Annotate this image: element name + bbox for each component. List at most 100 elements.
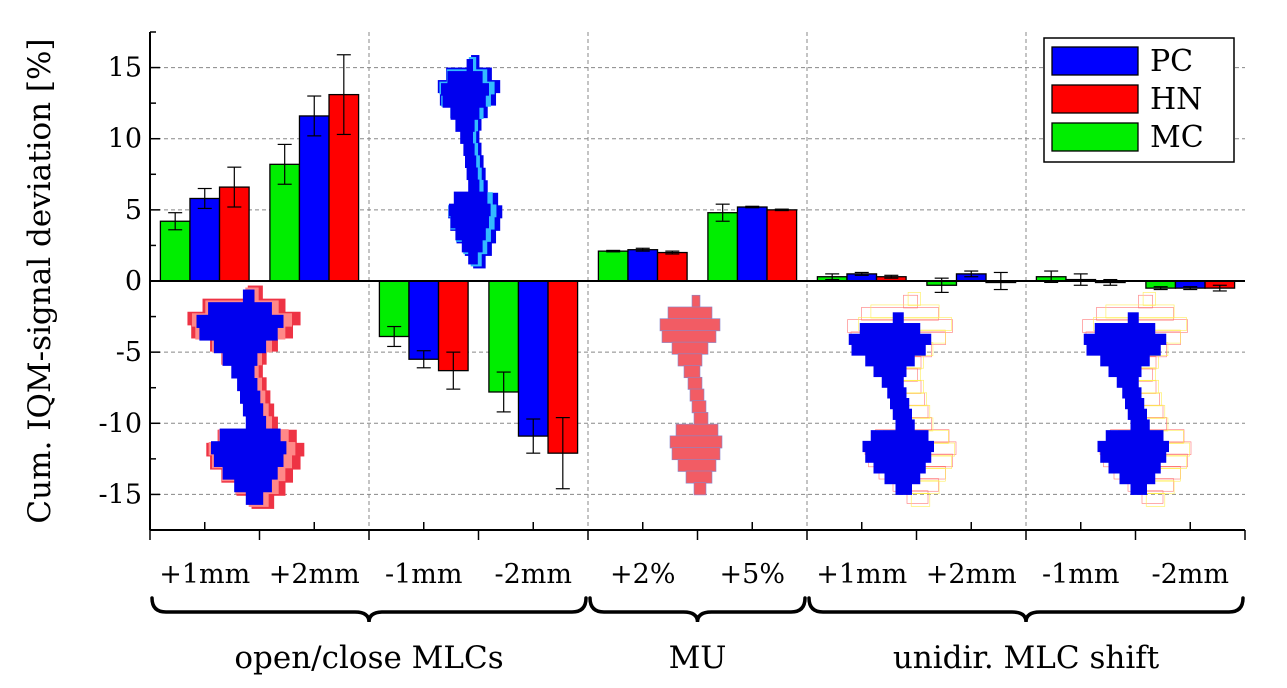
field-shape-block <box>675 423 719 437</box>
field-shape-block <box>237 378 258 392</box>
bar-mc <box>159 220 191 282</box>
bar-pc <box>517 280 549 437</box>
field-shape-illustrations <box>187 55 1192 509</box>
legend-swatch-hn <box>1051 84 1139 114</box>
group-brace <box>588 596 807 623</box>
field-shape-block <box>199 327 278 341</box>
field-shape-block <box>693 482 707 496</box>
field-shape-block <box>884 473 921 485</box>
field-shape-block <box>870 430 929 442</box>
field-shape-block <box>466 59 473 72</box>
field-shape-block <box>887 387 907 399</box>
field-shape-block <box>442 95 486 108</box>
x-tick-label: -2mm <box>494 559 572 590</box>
y-tick-label: 0 <box>125 266 142 297</box>
bar-pc <box>189 197 221 282</box>
field-shape-block <box>449 203 491 217</box>
field-shape-block <box>245 415 267 430</box>
field-shape-block <box>685 470 713 484</box>
field-shape-block <box>890 398 910 410</box>
bar-mc <box>597 250 629 282</box>
bar-pc <box>736 206 768 282</box>
field-shape-block <box>450 107 480 120</box>
field-shape-block <box>862 440 934 453</box>
field-shape-block <box>865 451 932 463</box>
x-tick-label: -1mm <box>385 559 463 590</box>
y-tick-label: -5 <box>116 337 142 368</box>
x-tick-label: +2mm <box>926 559 1017 590</box>
field-shape-block <box>213 453 284 467</box>
field-shape-block <box>892 312 904 324</box>
field-shape-block <box>873 365 907 378</box>
bar-hn <box>656 251 688 282</box>
x-tick-label: +5% <box>720 559 785 590</box>
field-shape-block <box>211 441 287 455</box>
field-shape-block <box>219 428 281 442</box>
field-shape-block <box>1122 387 1142 399</box>
x-tick-label: +2% <box>610 559 675 590</box>
field-shape-block <box>691 400 707 414</box>
field-shape-block <box>892 408 912 420</box>
bar-pc <box>298 115 330 282</box>
field-shape-block <box>669 435 723 449</box>
category-labels: +1mm +2mm -1mm -2mm +2% +5% +1mm +2mm -1mm -2mm <box>159 559 1229 590</box>
x-tick-label: +1mm <box>816 559 907 590</box>
field-shape-block <box>1108 365 1142 378</box>
field-shape-block <box>450 215 489 229</box>
field-shape-block <box>848 333 932 345</box>
legend-swatch-pc <box>1051 46 1139 76</box>
field-shape-block <box>231 365 255 379</box>
field-shape-block <box>895 483 912 495</box>
y-tick-label: 15 <box>108 53 142 84</box>
bar-pc <box>627 249 659 282</box>
field-shape-block <box>691 294 701 308</box>
field-shape-block <box>441 83 489 96</box>
field-shape-block <box>873 462 926 474</box>
field-shape-block <box>661 330 717 343</box>
group-label: unidir. MLC shift <box>893 640 1160 676</box>
legend-label-pc: PC <box>1150 44 1193 79</box>
field-shape-block <box>245 491 264 505</box>
field-shape-block <box>903 294 918 309</box>
field-shape-block <box>1125 398 1145 410</box>
field-shape-block <box>859 323 921 335</box>
bars-layer <box>159 54 1236 490</box>
field-shape-block <box>453 191 488 205</box>
field-shape-block <box>242 403 264 417</box>
bar-hn <box>766 209 798 282</box>
bar-pc <box>408 280 440 360</box>
field-shape-block <box>455 119 475 132</box>
field-shape-block <box>222 466 278 480</box>
field-shape-block <box>910 492 931 507</box>
field-shape-block <box>468 179 480 193</box>
field-shape-block <box>1094 323 1156 335</box>
field-shape-block <box>689 388 705 402</box>
legend-label-hn: HN <box>1150 82 1202 117</box>
field-shape-block <box>460 131 473 144</box>
y-tick-label: -10 <box>99 408 142 439</box>
field-shape-block <box>208 302 272 316</box>
field-shape-block <box>683 365 701 379</box>
field-shape-block <box>465 155 477 169</box>
field-shape-block <box>671 341 709 355</box>
field-shape-block <box>1130 483 1147 495</box>
field-shape-block <box>1138 294 1153 309</box>
field-shape-block <box>1100 355 1150 367</box>
group-brace <box>150 596 588 623</box>
legend-swatch-mc <box>1051 122 1139 152</box>
field-shape-block <box>906 490 929 504</box>
field-shape-block <box>865 355 915 367</box>
axes-layer: -15 -10 -5 0 5 10 15 <box>99 31 1246 540</box>
category-group-labels: open/close MLCs MU unidir. MLC shift <box>150 596 1245 676</box>
field-shape-block <box>1083 333 1167 345</box>
field-shape-block <box>667 306 713 320</box>
field-shape-block <box>222 352 258 366</box>
field-shape-block <box>870 304 940 319</box>
field-shape-block <box>1119 473 1156 485</box>
field-shape-block <box>196 314 284 328</box>
x-tick-label: +2mm <box>269 559 360 590</box>
field-shape-block <box>907 292 921 306</box>
legend-label-mc: MC <box>1150 120 1204 155</box>
